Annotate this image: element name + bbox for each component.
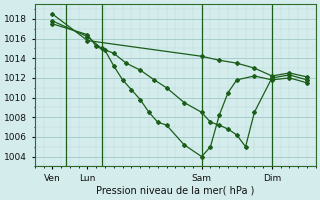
X-axis label: Pression niveau de la mer( hPa ): Pression niveau de la mer( hPa ) bbox=[96, 186, 254, 196]
